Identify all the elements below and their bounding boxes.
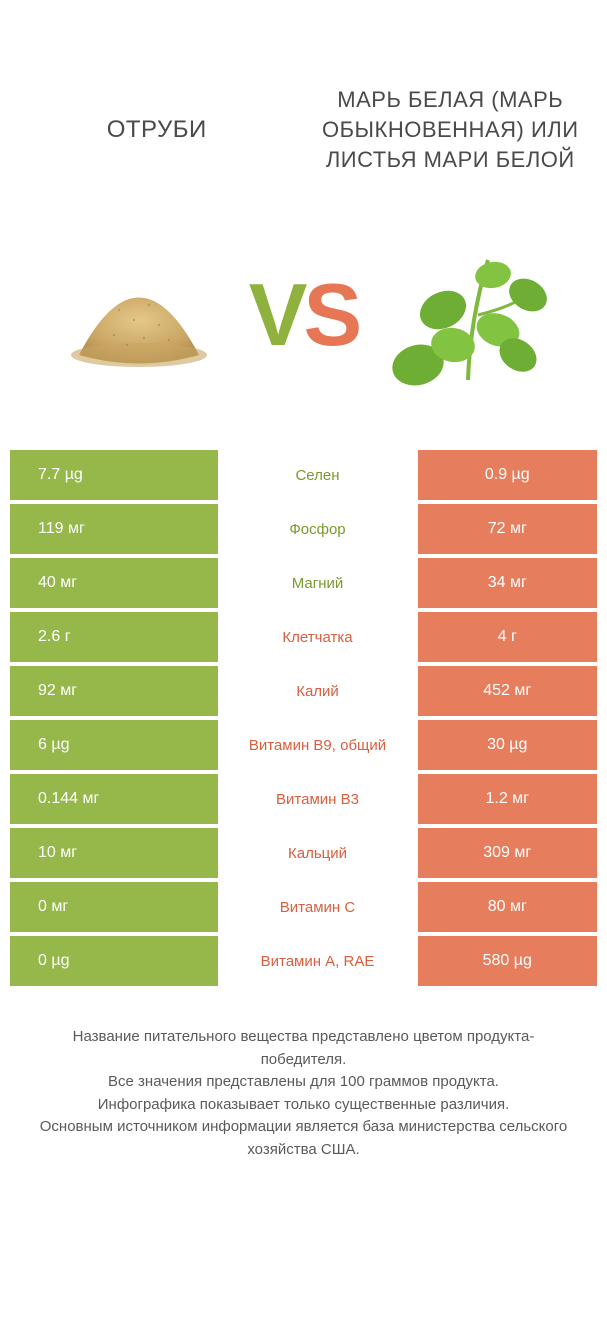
vs-row: VS xyxy=(10,240,597,450)
infographic-container: ОТРУБИ МАРЬ БЕЛАЯ (МАРЬ ОБЫКНОВЕННАЯ) ИЛ… xyxy=(0,0,607,1201)
right-value-cell: 34 мг xyxy=(418,558,598,608)
left-value-cell: 0 мг xyxy=(10,882,218,932)
left-value-cell: 6 µg xyxy=(10,720,218,770)
leaves-image xyxy=(378,240,558,390)
nutrient-table: 7.7 µgСелен0.9 µg119 мгФосфор72 мг40 мгМ… xyxy=(10,450,597,986)
table-row: 0 мгВитамин C80 мг xyxy=(10,882,597,932)
nutrient-name-cell: Клетчатка xyxy=(218,612,418,662)
left-value-cell: 0 µg xyxy=(10,936,218,986)
left-value-cell: 119 мг xyxy=(10,504,218,554)
nutrient-name-cell: Витамин A, RAE xyxy=(218,936,418,986)
footer-line: Все значения представлены для 100 граммо… xyxy=(30,1071,577,1094)
left-value-cell: 10 мг xyxy=(10,828,218,878)
right-value-cell: 72 мг xyxy=(418,504,598,554)
right-value-cell: 80 мг xyxy=(418,882,598,932)
table-row: 0 µgВитамин A, RAE580 µg xyxy=(10,936,597,986)
table-row: 92 мгКалий452 мг xyxy=(10,666,597,716)
table-row: 10 мгКальций309 мг xyxy=(10,828,597,878)
left-value-cell: 92 мг xyxy=(10,666,218,716)
nutrient-name-cell: Калий xyxy=(218,666,418,716)
vs-letter-s: S xyxy=(304,265,359,364)
vs-letter-v: V xyxy=(249,265,304,364)
titles-row: ОТРУБИ МАРЬ БЕЛАЯ (МАРЬ ОБЫКНОВЕННАЯ) ИЛ… xyxy=(10,0,597,240)
left-value-cell: 0.144 мг xyxy=(10,774,218,824)
nutrient-name-cell: Магний xyxy=(218,558,418,608)
table-row: 0.144 мгВитамин B31.2 мг xyxy=(10,774,597,824)
right-value-cell: 580 µg xyxy=(418,936,598,986)
footer-line: Название питательного вещества представл… xyxy=(30,1026,577,1071)
footer-line: Основным источником информации является … xyxy=(30,1116,577,1161)
table-row: 6 µgВитамин B9, общий30 µg xyxy=(10,720,597,770)
title-right: МАРЬ БЕЛАЯ (МАРЬ ОБЫКНОВЕННАЯ) ИЛИ ЛИСТЬ… xyxy=(304,85,598,174)
left-value-cell: 7.7 µg xyxy=(10,450,218,500)
table-row: 7.7 µgСелен0.9 µg xyxy=(10,450,597,500)
left-value-cell: 40 мг xyxy=(10,558,218,608)
right-value-cell: 30 µg xyxy=(418,720,598,770)
right-value-cell: 1.2 мг xyxy=(418,774,598,824)
table-row: 119 мгФосфор72 мг xyxy=(10,504,597,554)
nutrient-name-cell: Кальций xyxy=(218,828,418,878)
nutrient-name-cell: Витамин B3 xyxy=(218,774,418,824)
vs-label: VS xyxy=(249,271,358,359)
title-left: ОТРУБИ xyxy=(10,114,304,146)
right-value-cell: 452 мг xyxy=(418,666,598,716)
nutrient-name-cell: Селен xyxy=(218,450,418,500)
footer-line: Инфографика показывает только существенн… xyxy=(30,1094,577,1117)
right-value-cell: 309 мг xyxy=(418,828,598,878)
footer-notes: Название питательного вещества представл… xyxy=(10,1026,597,1161)
right-value-cell: 0.9 µg xyxy=(418,450,598,500)
left-value-cell: 2.6 г xyxy=(10,612,218,662)
table-row: 40 мгМагний34 мг xyxy=(10,558,597,608)
nutrient-name-cell: Витамин C xyxy=(218,882,418,932)
right-value-cell: 4 г xyxy=(418,612,598,662)
nutrient-name-cell: Фосфор xyxy=(218,504,418,554)
bran-image xyxy=(49,240,229,390)
table-row: 2.6 гКлетчатка4 г xyxy=(10,612,597,662)
nutrient-name-cell: Витамин B9, общий xyxy=(218,720,418,770)
